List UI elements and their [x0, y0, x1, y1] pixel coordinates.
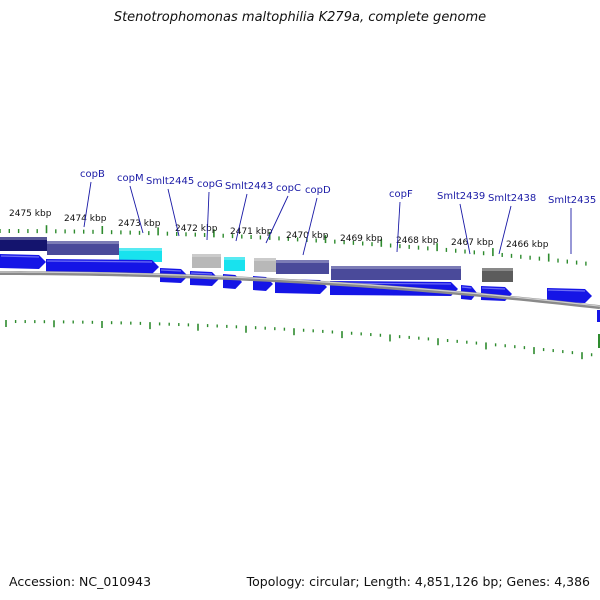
gene-label-leader — [167, 188, 180, 237]
gene-label-leader — [459, 203, 471, 255]
gene-label: copC — [276, 183, 301, 194]
inner-tick-ring — [5, 320, 600, 360]
gene-label: copM — [117, 173, 144, 184]
gene-label: Smlt2438 — [488, 193, 536, 204]
gene-label-leader — [265, 195, 289, 244]
scale-label: 2467 kbp — [451, 238, 494, 248]
gene-label: copD — [305, 185, 331, 196]
gene-label-leader — [396, 201, 401, 253]
gene-label-leader — [206, 191, 210, 241]
scale-label: 2466 kbp — [506, 240, 549, 250]
gene-11 — [547, 288, 592, 303]
cog-block-9 — [482, 268, 513, 282]
genome-title: Stenotrophomonas maltophilia K279a, comp… — [113, 10, 487, 25]
cog-block-1 — [0, 237, 47, 251]
cog-block-3 — [119, 248, 162, 262]
accession-text: Accession: NC_010943 — [9, 574, 152, 589]
cog-track — [0, 237, 513, 282]
gene-12 — [597, 310, 600, 322]
gene-label-leader — [235, 193, 248, 242]
gene-labels: copB copM Smlt2445 copG Smlt2443 copC copD copF… — [80, 169, 596, 256]
scale-label: 2469 kbp — [340, 234, 383, 244]
backbone-arc — [0, 271, 600, 310]
gene-label: Smlt2443 — [225, 181, 273, 192]
outer-tick-ring — [0, 225, 587, 266]
gene-1 — [0, 254, 46, 269]
cog-block-7 — [276, 260, 329, 274]
scale-label: 2468 kbp — [396, 236, 439, 246]
gene-label-leader — [129, 185, 144, 234]
gene-label: copF — [389, 189, 413, 200]
gene-label: Smlt2439 — [437, 191, 485, 202]
gene-label: copG — [197, 179, 223, 190]
genome-summary-text: Topology: circular; Length: 4,851,126 bp… — [246, 574, 590, 589]
cog-block-2 — [47, 241, 119, 255]
cog-block-6 — [254, 258, 276, 272]
scale-label: 2473 kbp — [118, 219, 161, 229]
backbone — [0, 271, 600, 310]
scale-label: 2471 kbp — [230, 227, 273, 237]
scale-label: 2472 kbp — [175, 224, 218, 234]
scale-label: 2475 kbp — [9, 209, 52, 219]
gene-label: Smlt2445 — [146, 176, 194, 187]
cog-block-5 — [224, 257, 245, 271]
gene-label-leader — [83, 181, 92, 228]
gene-label-leader — [302, 197, 318, 256]
cog-block-4 — [192, 254, 221, 268]
gene-label: copB — [80, 169, 105, 180]
gene-label-leader — [498, 205, 512, 255]
cog-block-8 — [331, 266, 461, 280]
gene-label: Smlt2435 — [548, 195, 596, 206]
gene-2 — [46, 259, 159, 274]
